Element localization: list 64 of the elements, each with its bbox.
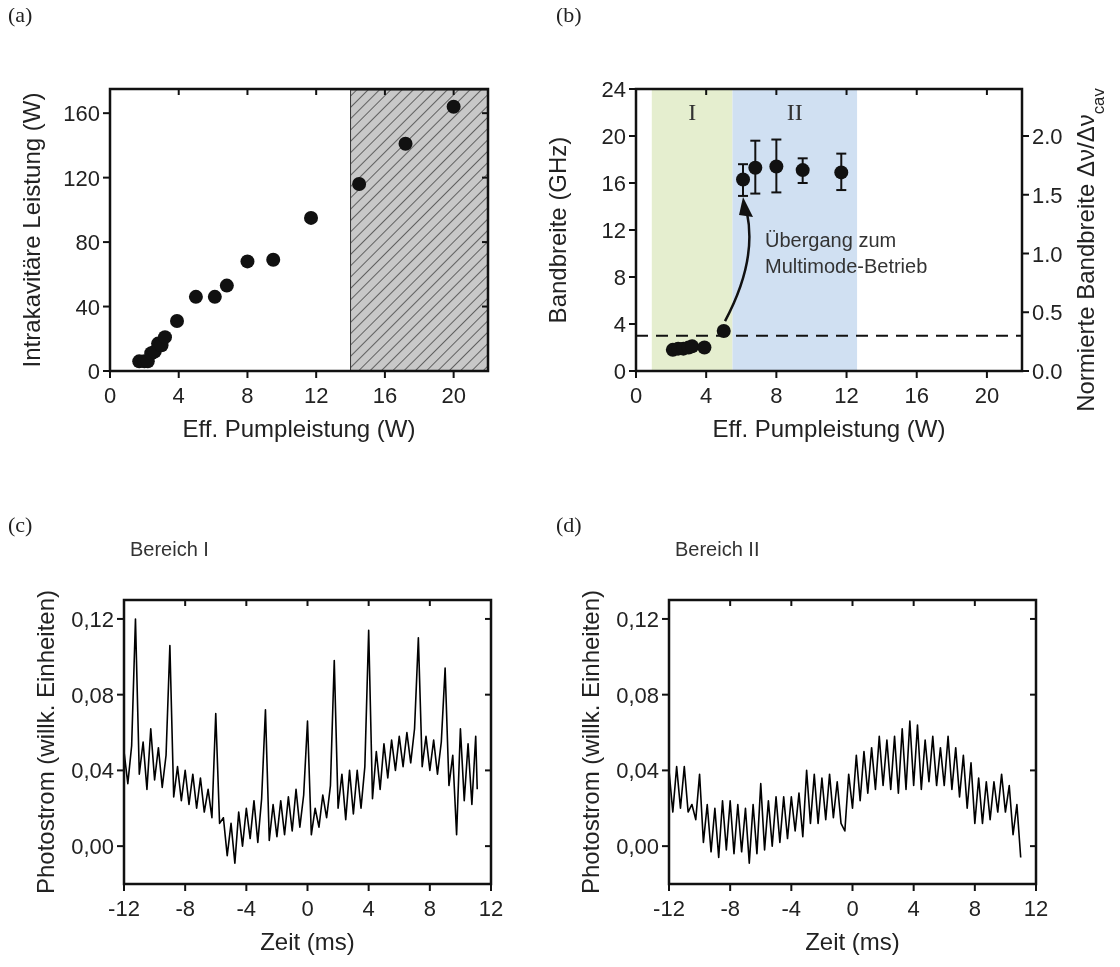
y-tick-label: 0,00 bbox=[616, 834, 659, 860]
y2-tick-label: 1.0 bbox=[1032, 241, 1063, 267]
y-tick-label: 12 bbox=[601, 218, 626, 243]
y-tick-label: 16 bbox=[601, 171, 626, 196]
x-tick-label: 4 bbox=[907, 896, 920, 921]
band-label: II bbox=[786, 99, 803, 125]
y-tick-label: 0 bbox=[87, 359, 100, 384]
y2-tick-label: 1.5 bbox=[1032, 182, 1063, 208]
x-tick-label: 4 bbox=[172, 383, 185, 408]
x-tick-label: 20 bbox=[974, 383, 1000, 408]
y-tick-label: 0 bbox=[613, 359, 626, 384]
x-tick-label: -8 bbox=[720, 896, 740, 921]
y-axis-title: Photostrom (willk. Einheiten) bbox=[32, 589, 59, 895]
y-axis-title: Intrakavitäre Leistung (W) bbox=[18, 92, 45, 368]
x-tick-label: 0 bbox=[301, 896, 314, 921]
y-tick-label: 0,08 bbox=[71, 682, 114, 708]
x-tick-label: -12 bbox=[653, 896, 685, 921]
y-tick-label: 0,04 bbox=[616, 758, 659, 784]
y-tick-label: 0,12 bbox=[71, 606, 114, 632]
x-tick-label: 20 bbox=[441, 383, 466, 408]
text: (c) bbox=[8, 512, 33, 537]
y-axis-title: Bandbreite (GHz) bbox=[544, 136, 571, 324]
x-tick-label: -12 bbox=[108, 896, 140, 921]
x-tick-label: 16 bbox=[904, 383, 929, 408]
y-tick-label: 160 bbox=[63, 101, 100, 127]
y-tick-label: 80 bbox=[75, 230, 100, 256]
x-tick-label: -4 bbox=[236, 896, 257, 921]
x-tick-label: 4 bbox=[362, 896, 375, 921]
x-tick-label: 4 bbox=[700, 383, 713, 408]
band-label: I bbox=[688, 99, 697, 125]
x-tick-label: 16 bbox=[372, 383, 398, 408]
y-tick-label: 4 bbox=[613, 312, 626, 337]
x-tick-label: 12 bbox=[1023, 896, 1049, 921]
y-tick-label: 0,00 bbox=[71, 834, 114, 860]
x-tick-label: 12 bbox=[478, 896, 504, 921]
x-tick-label: -4 bbox=[781, 896, 802, 921]
annotation: Übergang zum Multimode-Betrieb bbox=[765, 229, 928, 278]
y-tick-label: 24 bbox=[601, 77, 626, 102]
y-axis-title: Photostrom (willk. Einheiten) bbox=[577, 589, 604, 895]
y-tick-label: 0,04 bbox=[71, 758, 114, 784]
x-axis-title: Zeit (ms) bbox=[260, 928, 355, 955]
text: (d) bbox=[556, 512, 582, 537]
x-tick-label: -8 bbox=[175, 896, 195, 921]
x-axis-title: Eff. Pumpleistung (W) bbox=[712, 415, 946, 442]
x-tick-label: 8 bbox=[770, 383, 783, 408]
y-tick-label: 0,08 bbox=[616, 682, 659, 708]
y-tick-label: 20 bbox=[601, 124, 626, 149]
chart-title: Bereich I bbox=[130, 538, 209, 560]
y-tick-label: 120 bbox=[63, 165, 100, 191]
y2-tick-label: 2.0 bbox=[1032, 124, 1063, 149]
y-tick-label: 0,12 bbox=[616, 606, 659, 632]
x-tick-label: 8 bbox=[423, 896, 436, 921]
x-axis-title: Zeit (ms) bbox=[805, 928, 900, 955]
x-tick-label: 0 bbox=[846, 896, 859, 921]
x-tick-label: 12 bbox=[303, 383, 329, 408]
x-tick-label: 8 bbox=[241, 383, 254, 408]
x-axis-title: Eff. Pumpleistung (W) bbox=[182, 415, 416, 442]
y-tick-label: 40 bbox=[75, 294, 100, 320]
y-tick-label: 8 bbox=[613, 265, 626, 290]
x-tick-label: 12 bbox=[834, 383, 859, 408]
y2-tick-label: 0.0 bbox=[1032, 359, 1063, 384]
x-tick-label: 8 bbox=[968, 896, 981, 921]
y2-tick-label: 0.5 bbox=[1032, 300, 1063, 326]
chart-title: Bereich II bbox=[675, 538, 760, 560]
